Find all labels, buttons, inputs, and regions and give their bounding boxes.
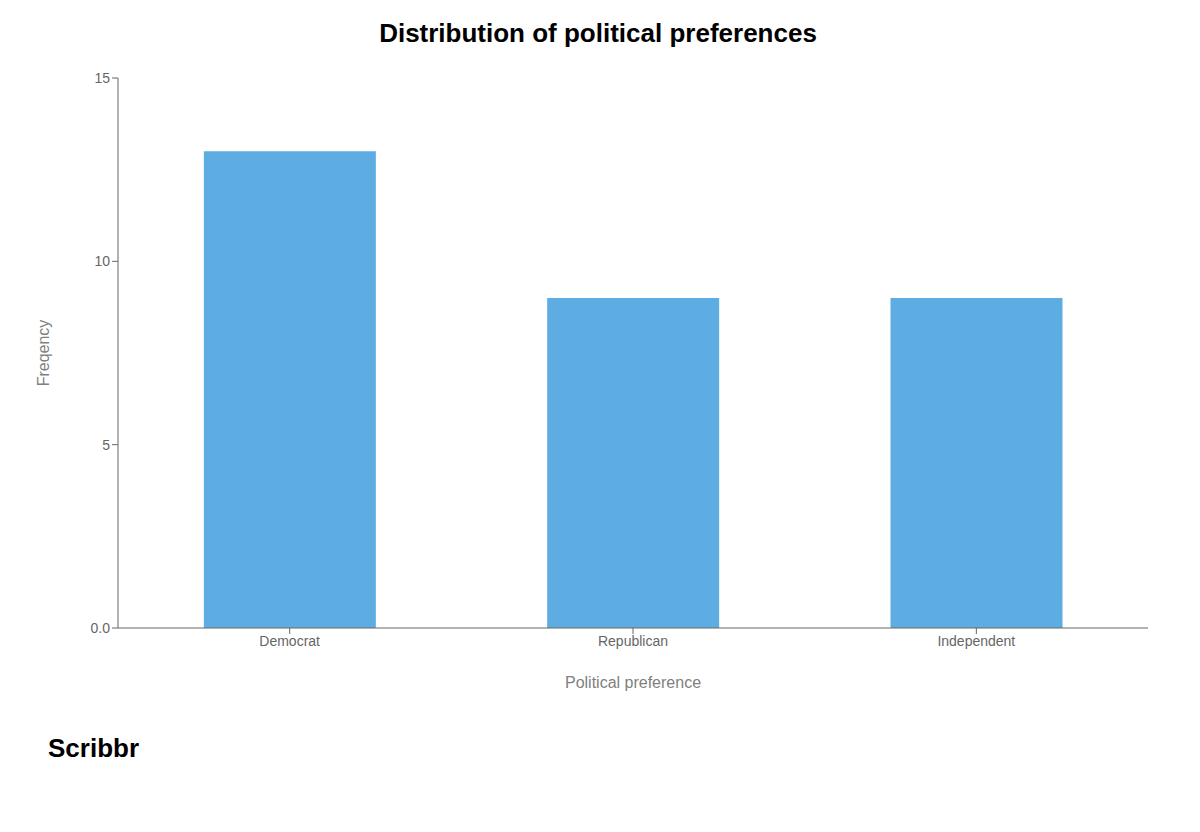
html-text:Distribution of political pref: Distribution of political preferences xyxy=(379,18,817,48)
html-text:Scribbr: Scribbr xyxy=(48,733,139,763)
svg-text:0.0: 0.0 xyxy=(91,620,111,636)
svg-text:Independent: Independent xyxy=(937,633,1015,649)
svg-text:5: 5 xyxy=(102,437,110,453)
svg-text:10: 10 xyxy=(94,253,110,269)
svg-text:Political preference: Political preference xyxy=(565,674,701,691)
svg-text:Democrat: Democrat xyxy=(259,633,320,649)
svg-text:15: 15 xyxy=(94,70,110,86)
svg-text:Republican: Republican xyxy=(598,633,668,649)
svg-text:Freqency: Freqency xyxy=(35,320,52,387)
